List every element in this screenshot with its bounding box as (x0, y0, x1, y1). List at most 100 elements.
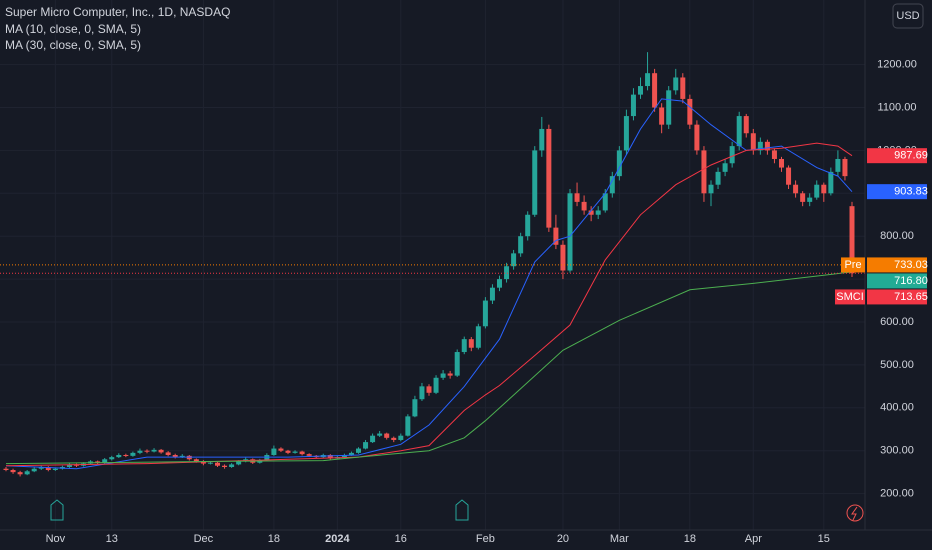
candle-body (215, 462, 220, 466)
candle-body (567, 193, 573, 271)
candle-body (66, 464, 72, 468)
candle-body (821, 184, 827, 194)
candle-body (179, 455, 185, 458)
candle-body (581, 201, 587, 211)
price-tag-box (835, 289, 865, 305)
candle-body (623, 116, 629, 151)
candle-body (694, 124, 700, 151)
candle-body (17, 472, 23, 475)
candle-body (299, 451, 305, 455)
candle-body (497, 279, 502, 288)
candle-body (137, 450, 143, 453)
candle-body (130, 452, 136, 456)
candle-body (779, 158, 784, 168)
price-tag: Pre (844, 259, 861, 271)
x-tick-label: Nov (46, 533, 66, 545)
candle-body (701, 150, 707, 194)
candle-body (708, 184, 714, 194)
candle-body (447, 373, 453, 376)
plot (0, 52, 865, 477)
candle-body (602, 193, 608, 211)
candle-body (666, 90, 672, 125)
candle-body (412, 399, 418, 417)
candle-body (172, 454, 178, 458)
candle-body (842, 158, 848, 177)
candle-body (38, 467, 44, 469)
candle-body (433, 377, 439, 393)
candle-body (588, 210, 594, 215)
candle-body (482, 300, 488, 327)
currency-button[interactable] (892, 3, 924, 29)
price-label-box (867, 289, 927, 305)
candle-body (828, 171, 834, 194)
x-tick-label: Apr (745, 533, 762, 545)
candle-body (638, 86, 643, 95)
candle-body (743, 116, 749, 134)
candle-body (652, 73, 658, 108)
candle-body (200, 461, 206, 464)
candle-body (630, 94, 636, 117)
y-tick-label: 1100.00 (878, 101, 917, 113)
candle-body (807, 197, 813, 202)
news-icon (846, 504, 864, 522)
price-label: 987.69 (894, 150, 928, 162)
price-label-box (867, 148, 927, 164)
candle-body (45, 467, 51, 471)
candle-body (440, 373, 446, 378)
candle-body (207, 462, 213, 464)
candle-body (377, 433, 383, 436)
candle-body (461, 339, 467, 353)
candle-body (306, 454, 312, 456)
candle-body (24, 471, 30, 475)
candle-body (736, 116, 742, 147)
candle-body (539, 128, 545, 151)
candle-body (475, 326, 481, 348)
y-tick-label: 600.00 (880, 316, 914, 328)
candle-body (292, 451, 298, 453)
currency[interactable]: USD (896, 10, 919, 22)
candle-body (560, 244, 566, 271)
x-tick-label: 16 (395, 533, 407, 545)
candle-body (715, 171, 721, 185)
y-tick-label: 400.00 (880, 402, 914, 414)
candle-body (468, 339, 474, 348)
candle-body (800, 193, 806, 202)
x-tick-label: Feb (476, 533, 495, 545)
candle-body (835, 158, 841, 172)
candle-body (123, 454, 129, 456)
candle-body (151, 449, 157, 452)
candle-body (504, 266, 510, 280)
candle-body (673, 77, 679, 91)
candle-body (165, 452, 171, 455)
candle-body (786, 167, 792, 185)
candle-body (553, 227, 559, 245)
y-tick-label: 200.00 (880, 488, 914, 500)
candle-body (229, 464, 235, 468)
price-label-box (867, 273, 927, 289)
ma-line (5, 271, 853, 465)
candle-body (348, 452, 354, 455)
x-tick-label: 13 (106, 533, 118, 545)
candle-body (285, 450, 291, 453)
x-tick-label: Dec (194, 533, 214, 545)
x-tick-label: 18 (268, 533, 280, 545)
price-tag: SMCI (836, 291, 864, 303)
candle-body (757, 141, 763, 151)
earnings-icon (50, 499, 469, 521)
price-label-box (867, 257, 927, 273)
candle-body (398, 435, 404, 440)
candle-body (3, 468, 9, 471)
x-tick-label: 20 (557, 533, 569, 545)
candle-body (750, 133, 756, 151)
candle-body (814, 184, 820, 198)
candle-body (595, 210, 601, 215)
candle-body (518, 236, 524, 254)
y-tick-label: 800.00 (880, 230, 914, 242)
candle-body (616, 150, 622, 177)
candle-body (391, 437, 397, 440)
candle-body (771, 150, 777, 159)
legend-entry: MA (30, close, 0, SMA, 5) (5, 38, 141, 52)
candle-body (764, 141, 770, 151)
